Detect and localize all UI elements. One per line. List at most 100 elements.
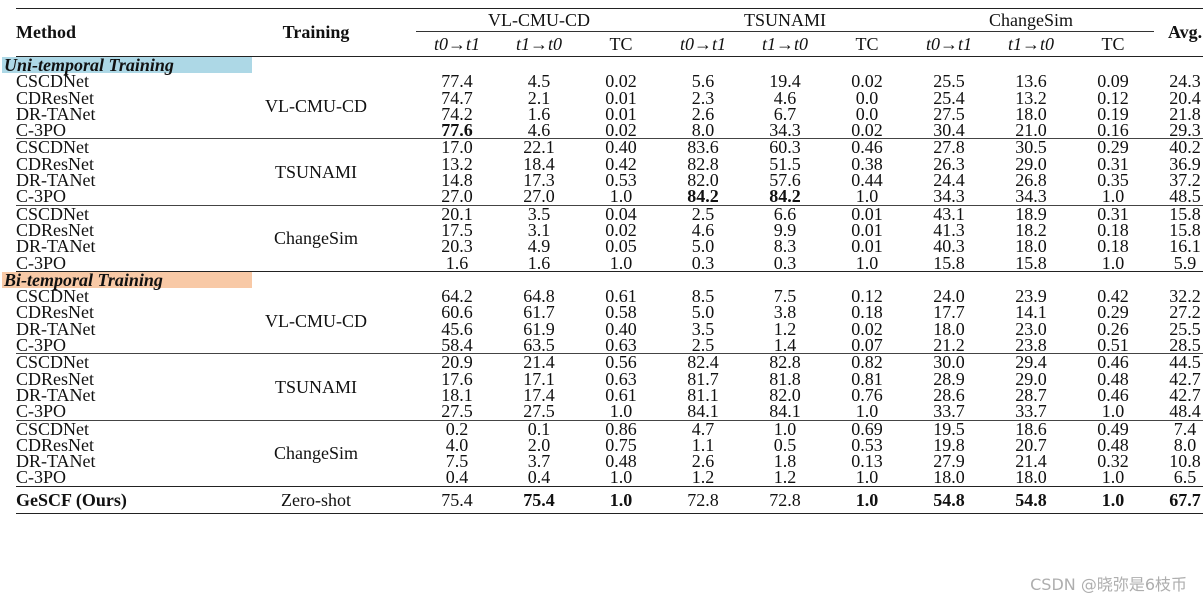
value-cell: 1.0 [1101, 186, 1125, 207]
table-row: CSCDNet VL-CMU-CD 77.4 4.5 0.02 5.6 19.4 0.02 25… [16, 71, 1203, 115]
value-cell: 0.07 [851, 335, 883, 356]
value-cell: 3.1 [527, 219, 551, 240]
method-cell: DR-TANet [16, 236, 96, 257]
value-cell: 0.46 [1097, 384, 1129, 405]
value-cell: 1.0 [855, 401, 879, 422]
value-cell: 18.6 [990, 419, 1073, 437]
value-cell: 1.6 [527, 103, 551, 124]
value-cell: 4.7 [662, 419, 744, 437]
value-cell: 18.0 [1015, 103, 1047, 124]
value-cell: 10.8 [1169, 451, 1201, 472]
value-cell: 1.0 [609, 401, 633, 422]
method-cell: CSCDNet [16, 353, 216, 371]
method-cell: CSCDNet [16, 419, 216, 437]
value-cell: 0.86 [580, 419, 662, 437]
value-cell: 5.6 [691, 71, 715, 92]
value-cell: 17.3 [523, 170, 555, 191]
value-cell: 26.8 [1015, 170, 1047, 191]
value-cell: 28.6 [933, 384, 965, 405]
table-row: C-3PO 58.4 63.5 0.63 2.5 1.4 0.07 21.2 23.8 0.51 2… [16, 335, 1203, 356]
value-cell: 4.0 [445, 434, 469, 455]
value-cell: 84.1 [687, 401, 719, 422]
value-cell: 1.2 [691, 467, 715, 488]
value-cell: 84.2 [769, 186, 801, 207]
value-cell: 21.0 [1015, 120, 1047, 141]
value-cell: 0.01 [826, 204, 909, 223]
value-cell: 21.4 [1015, 451, 1047, 472]
value-cell: 6.6 [744, 204, 826, 223]
watermark-text: CSDN @晓弥是6枝币 [1030, 575, 1187, 594]
value-cell: 0.05 [605, 236, 637, 257]
table-row: CDResNet 17.5 3.1 0.02 4.6 9.9 0.01 41.3 18.2 0.1… [16, 219, 1203, 240]
table-row: CDResNet 74.7 2.1 0.01 2.3 4.6 0.0 25.4 13.2 0.12… [16, 87, 1203, 108]
value-cell: 0.01 [851, 236, 883, 257]
table-row: C-3PO 77.6 4.6 0.02 8.0 34.3 0.02 30.4 21.0 0.16 2… [16, 120, 1203, 141]
value-cell: 1.0 [855, 467, 879, 488]
value-cell: 18.0 [933, 467, 965, 488]
value-cell: 0.02 [605, 71, 637, 92]
value-cell: 0.48 [1097, 434, 1129, 455]
final-training-cell: Zero-shot [216, 485, 416, 514]
value-cell: 42.7 [1169, 384, 1201, 405]
method-cell: DR-TANet [16, 170, 96, 191]
final-value-cell: 54.8 [990, 485, 1073, 514]
value-cell: 0.40 [605, 318, 637, 339]
method-cell: CDResNet [16, 368, 94, 389]
value-cell: 15.8 [933, 252, 965, 273]
value-cell: 2.3 [691, 87, 715, 108]
value-cell: 24.4 [933, 170, 965, 191]
value-cell: 14.1 [1015, 302, 1047, 323]
value-cell: 0.12 [851, 286, 883, 307]
value-cell: 0.48 [1097, 368, 1129, 389]
value-cell: 0.46 [1072, 353, 1155, 371]
value-cell: 20.7 [1015, 434, 1047, 455]
value-cell: 17.0 [416, 138, 498, 156]
value-cell: 2.5 [691, 335, 715, 356]
value-cell: 0.04 [580, 204, 662, 223]
value-cell: 2.5 [662, 204, 744, 223]
header-training: Training [216, 8, 416, 57]
value-cell: 29.0 [1015, 368, 1047, 389]
value-cell: 82.8 [744, 353, 826, 371]
value-cell: 25.4 [933, 87, 965, 108]
header-avg: Avg. [1154, 8, 1203, 57]
table-row: DR-TANet 7.5 3.7 0.48 2.6 1.8 0.13 27.9 21.4 0.32… [16, 451, 1203, 472]
value-cell: 8.5 [691, 286, 715, 307]
value-cell: 28.5 [1169, 335, 1201, 356]
value-cell: 0.32 [1097, 451, 1129, 472]
value-cell: 18.1 [441, 384, 473, 405]
method-cell: DR-TANet [16, 103, 96, 124]
value-cell: 0.48 [605, 451, 637, 472]
value-cell: 0.0 [855, 87, 879, 108]
value-cell: 1.1 [691, 434, 715, 455]
value-cell: 22.1 [498, 138, 580, 156]
method-cell: CDResNet [16, 153, 94, 174]
value-cell: 0.42 [605, 153, 637, 174]
value-cell: 0.1 [498, 419, 580, 437]
value-cell: 26.3 [933, 153, 965, 174]
method-cell: C-3PO [16, 186, 67, 207]
value-cell: 5.0 [691, 236, 715, 257]
value-cell: 0.02 [851, 71, 883, 92]
value-cell: 4.6 [527, 120, 551, 141]
value-cell: 42.7 [1169, 368, 1201, 389]
value-cell: 74.2 [441, 103, 473, 124]
value-cell: 0.29 [1072, 138, 1155, 156]
value-cell: 27.9 [933, 451, 965, 472]
table-row: CDResNet 13.2 18.4 0.42 82.8 51.5 0.38 26.3 29.0… [16, 153, 1203, 174]
value-cell: 0.0 [855, 103, 879, 124]
value-cell: 29.0 [1015, 153, 1047, 174]
value-cell: 44.5 [1154, 353, 1203, 371]
value-cell: 20.9 [416, 353, 498, 371]
method-cell: C-3PO [16, 252, 67, 273]
value-cell: 6.7 [773, 103, 797, 124]
value-cell: 84.2 [687, 186, 719, 207]
value-cell: 1.0 [744, 419, 826, 437]
subheader-t1t0: t1→t0 [761, 33, 808, 54]
table-row: DR-TANet 45.6 61.9 0.40 3.5 1.2 0.02 18.0 23.0 0.… [16, 318, 1203, 339]
value-cell: 0.02 [851, 318, 883, 339]
method-cell: C-3PO [16, 467, 67, 488]
value-cell: 0.69 [826, 419, 909, 437]
value-cell: 0.63 [605, 335, 637, 356]
value-cell: 34.3 [769, 120, 801, 141]
